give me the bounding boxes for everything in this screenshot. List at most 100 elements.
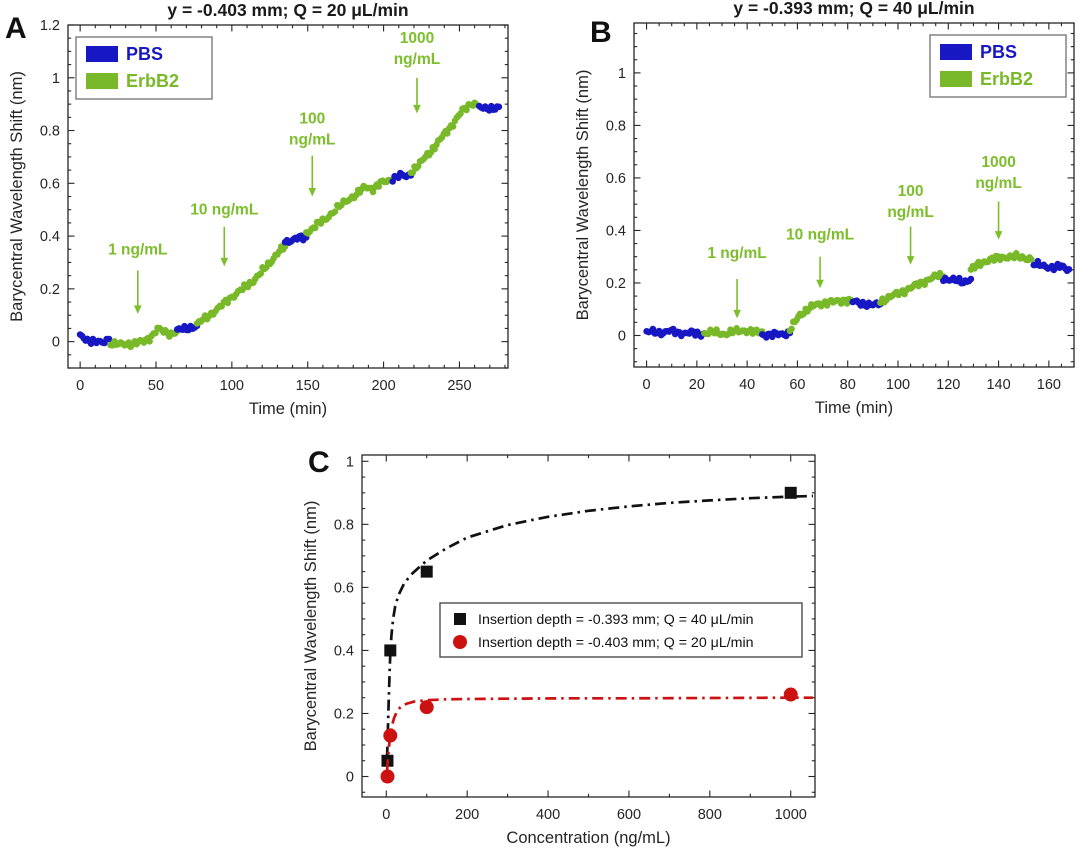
series-erbb2-trace bbox=[967, 250, 1035, 273]
legend-marker bbox=[453, 635, 467, 649]
y-tick-label: 0.4 bbox=[40, 229, 60, 245]
legend-marker bbox=[454, 613, 466, 625]
concentration-annotation: 1000 ng/mL bbox=[975, 154, 1022, 240]
annotation-arrowhead bbox=[413, 104, 421, 114]
y-tick-label: 1 bbox=[618, 66, 626, 82]
y-tick-label: 0.8 bbox=[606, 118, 626, 134]
y-tick-label: 0.6 bbox=[334, 580, 354, 596]
x-tick-label: 200 bbox=[371, 378, 395, 394]
annotation-text: 1 ng/mL bbox=[707, 245, 766, 262]
annotation-arrowhead bbox=[733, 309, 741, 319]
x-tick-label: 120 bbox=[936, 377, 960, 393]
fit-series bbox=[380, 687, 813, 784]
y-tick-label: 0.4 bbox=[606, 223, 626, 239]
panel-c-label: C bbox=[308, 446, 330, 479]
legend-swatch bbox=[940, 44, 972, 60]
data-point-marker bbox=[384, 644, 397, 657]
x-tick-label: 40 bbox=[739, 377, 755, 393]
legend: PBS ErbB2 bbox=[75, 36, 213, 100]
x-tick-label: 100 bbox=[220, 378, 244, 394]
x-tick-label: 600 bbox=[617, 807, 641, 823]
y-axis-label: Barycentral Wavelength Shift (nm) bbox=[574, 70, 592, 321]
x-axis-label: Concentration (ng/mL) bbox=[506, 829, 670, 847]
legend-box bbox=[439, 602, 803, 658]
y-tick-label: 0.2 bbox=[40, 282, 60, 298]
data-point-marker bbox=[783, 687, 798, 702]
annotation-arrowhead bbox=[906, 256, 915, 265]
legend-swatch bbox=[940, 71, 972, 87]
panel-a-chart: 0 50 100 150 200 250 0 0.2 0.4 0.6 0.8 1 1.2 y = -0.4… bbox=[8, 0, 509, 418]
legend-label: Insertion depth = -0.393 mm; Q = 40 μL/m… bbox=[478, 612, 754, 628]
x-tick-label: 0 bbox=[76, 378, 84, 394]
annotation-text: 100 bbox=[898, 183, 924, 200]
data-point-marker bbox=[419, 700, 434, 715]
legend-swatch bbox=[86, 46, 118, 62]
series-pbs-trace bbox=[940, 274, 975, 287]
series-pbs-trace bbox=[849, 297, 884, 311]
y-tick-label: 0.8 bbox=[334, 517, 354, 533]
series-erbb2-trace bbox=[407, 99, 480, 176]
series-erbb2-trace bbox=[877, 269, 947, 307]
x-tick-label: 250 bbox=[447, 378, 471, 394]
y-tick-label: 0.4 bbox=[334, 643, 354, 659]
annotation-text: ng/mL bbox=[394, 51, 441, 68]
data-point-marker bbox=[420, 565, 433, 578]
y-axis-label: Barycentral Wavelength Shift (nm) bbox=[8, 71, 26, 322]
series-pbs-trace bbox=[643, 325, 708, 340]
legend-label: PBS bbox=[126, 44, 163, 64]
annotation-text: ng/mL bbox=[975, 175, 1022, 192]
series-pbs-trace bbox=[76, 331, 113, 348]
series-pbs-trace bbox=[1030, 257, 1073, 275]
chart-title: y = -0.393 mm; Q = 40 μL/min bbox=[733, 0, 974, 18]
annotation-text: 10 ng/mL bbox=[190, 202, 258, 219]
y-tick-label: 1.2 bbox=[40, 18, 60, 34]
concentration-annotation: 1000 ng/mL bbox=[394, 30, 441, 114]
concentration-annotation: 100 ng/mL bbox=[887, 183, 934, 265]
concentration-annotation: 1 ng/mL bbox=[707, 245, 767, 319]
concentration-annotation: 1 ng/mL bbox=[108, 241, 168, 314]
panel-a-label: A bbox=[5, 12, 27, 45]
y-tick-label: 0.6 bbox=[40, 176, 60, 192]
chart-title: y = -0.403 mm; Q = 20 μL/min bbox=[167, 0, 408, 20]
series-erbb2-trace bbox=[107, 324, 181, 351]
series-pbs-trace bbox=[389, 169, 415, 185]
concentration-annotation: 10 ng/mL bbox=[190, 202, 258, 267]
annotation-arrowhead bbox=[133, 305, 142, 314]
annotation-arrowhead bbox=[308, 188, 317, 197]
legend: PBS ErbB2 bbox=[929, 34, 1067, 98]
panel-c-chart: 0 200 400 600 800 1000 0 0.2 0.4 0.6 0.8 1 Concentra… bbox=[302, 454, 816, 847]
series-pbs-trace bbox=[281, 232, 310, 246]
y-axis-label: Barycentral Wavelength Shift (nm) bbox=[302, 501, 320, 752]
x-tick-label: 0 bbox=[643, 377, 651, 393]
x-tick-label: 150 bbox=[296, 378, 320, 394]
concentration-annotation: 10 ng/mL bbox=[786, 226, 854, 289]
data-point-marker bbox=[380, 769, 395, 784]
concentration-annotation: 100 ng/mL bbox=[289, 111, 336, 197]
legend: Insertion depth = -0.393 mm; Q = 40 μL/m… bbox=[439, 602, 803, 658]
axis-ticks bbox=[68, 24, 508, 369]
x-tick-label: 160 bbox=[1037, 377, 1061, 393]
annotation-text: 10 ng/mL bbox=[786, 226, 854, 243]
panel-b-chart: 0 20 40 60 80 100 120 140 160 0 0.2 0.4 0.6 0.8 1 y = -… bbox=[574, 0, 1075, 417]
axis-ticks bbox=[362, 455, 815, 797]
annotation-text: 1000 bbox=[981, 154, 1015, 171]
x-tick-label: 400 bbox=[536, 807, 560, 823]
x-tick-label: 50 bbox=[148, 378, 164, 394]
x-tick-label: 140 bbox=[986, 377, 1010, 393]
y-tick-label: 0 bbox=[52, 335, 60, 351]
x-tick-label: 0 bbox=[382, 807, 390, 823]
annotation-arrowhead bbox=[816, 279, 824, 289]
x-tick-label: 100 bbox=[886, 377, 910, 393]
panel-b: B 0 20 40 60 80 100 120 140 160 0 0.2 0.4 0.6 0.8 1 y =… bbox=[540, 0, 1080, 430]
legend-label: ErbB2 bbox=[980, 69, 1033, 89]
annotation-text: 1 ng/mL bbox=[108, 241, 167, 258]
data-point-marker bbox=[784, 486, 797, 499]
x-tick-label: 80 bbox=[840, 377, 856, 393]
series-erbb2-trace bbox=[302, 176, 397, 237]
series-pbs-trace bbox=[475, 102, 503, 114]
y-tick-label: 0.6 bbox=[606, 171, 626, 187]
data-point-marker bbox=[383, 728, 398, 743]
x-tick-label: 1000 bbox=[775, 807, 807, 823]
y-tick-label: 1 bbox=[52, 71, 60, 87]
